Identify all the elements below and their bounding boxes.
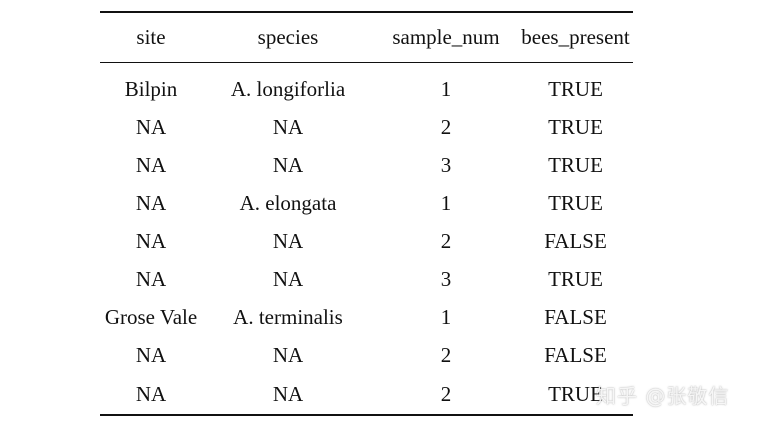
cell-site: Grose Vale bbox=[104, 305, 198, 329]
table-row: Bilpin A. longiforlia 1 TRUE bbox=[100, 63, 633, 109]
cell-site: NA bbox=[135, 153, 167, 177]
cell-species: NA bbox=[272, 343, 304, 367]
cell-bees-present: TRUE bbox=[548, 267, 603, 291]
table-row: NA NA 2 TRUE bbox=[100, 375, 633, 415]
header-bees-present: bees_present bbox=[521, 25, 630, 49]
cell-species: NA bbox=[272, 115, 304, 139]
cell-species: NA bbox=[272, 381, 304, 406]
cell-bees-present: TRUE bbox=[548, 191, 603, 215]
cell-sample-num: 2 bbox=[440, 381, 452, 406]
table-row: NA NA 2 FALSE bbox=[100, 223, 633, 261]
cell-sample-num: 1 bbox=[440, 191, 452, 215]
cell-site: NA bbox=[135, 381, 167, 406]
table-row: NA NA 2 FALSE bbox=[100, 337, 633, 375]
cell-bees-present: FALSE bbox=[544, 229, 607, 253]
cell-sample-num: 1 bbox=[440, 77, 452, 102]
cell-species: NA bbox=[272, 153, 304, 177]
cell-site: NA bbox=[135, 229, 167, 253]
cell-site: NA bbox=[135, 343, 167, 367]
header-species: species bbox=[257, 25, 319, 49]
cell-sample-num: 3 bbox=[440, 267, 452, 291]
table-header-row: site species sample_num bees_present bbox=[100, 12, 633, 63]
table-row: NA NA 3 TRUE bbox=[100, 261, 633, 299]
cell-species: A. elongata bbox=[239, 191, 337, 215]
cell-bees-present: TRUE bbox=[548, 77, 603, 102]
cell-bees-present: FALSE bbox=[544, 343, 607, 367]
watermark-text: 知乎 @张敬信 bbox=[596, 384, 730, 408]
cell-sample-num: 2 bbox=[440, 343, 452, 367]
cell-bees-present: TRUE bbox=[548, 115, 603, 139]
cell-species: A. longiforlia bbox=[230, 77, 346, 102]
cell-bees-present: TRUE bbox=[548, 153, 603, 177]
cell-sample-num: 2 bbox=[440, 115, 452, 139]
table-row: Grose Vale A. terminalis 1 FALSE bbox=[100, 299, 633, 337]
cell-bees-present: FALSE bbox=[544, 305, 607, 329]
cell-species: NA bbox=[272, 229, 304, 253]
data-table: site species sample_num bees_present Bil… bbox=[100, 11, 633, 416]
header-site: site bbox=[136, 25, 166, 49]
cell-bees-present: TRUE bbox=[548, 381, 603, 406]
table-row: NA NA 3 TRUE bbox=[100, 147, 633, 185]
cell-site: NA bbox=[135, 115, 167, 139]
cell-species: NA bbox=[272, 267, 304, 291]
data-table-container: site species sample_num bees_present Bil… bbox=[100, 11, 633, 416]
cell-sample-num: 1 bbox=[440, 305, 452, 329]
cell-site: NA bbox=[135, 191, 167, 215]
cell-site: Bilpin bbox=[124, 77, 178, 102]
table-row: NA NA 2 TRUE bbox=[100, 109, 633, 147]
cell-site: NA bbox=[135, 267, 167, 291]
cell-sample-num: 2 bbox=[440, 229, 452, 253]
header-sample-num: sample_num bbox=[392, 25, 500, 49]
cell-species: A. terminalis bbox=[233, 305, 343, 329]
table-row: NA A. elongata 1 TRUE bbox=[100, 185, 633, 223]
cell-sample-num: 3 bbox=[440, 153, 452, 177]
